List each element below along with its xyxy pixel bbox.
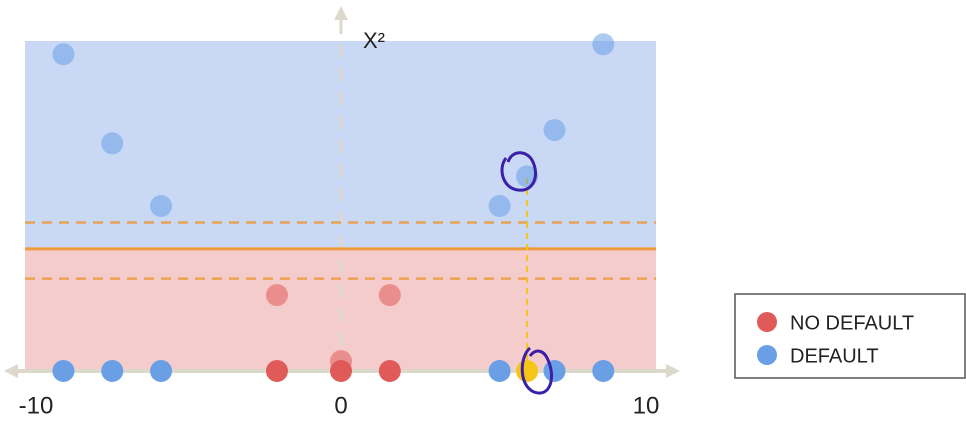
- point: [543, 360, 566, 382]
- point: [52, 360, 75, 382]
- annotation-circle: [520, 346, 553, 395]
- x-tick-label: 0: [334, 392, 347, 419]
- point: [330, 350, 352, 373]
- point: [378, 284, 401, 307]
- x-tick-label: -10: [19, 392, 54, 419]
- point: [265, 284, 288, 307]
- point: [101, 132, 124, 155]
- legend-label: NO DEFAULT: [790, 312, 914, 334]
- x-arrow-right: [666, 364, 680, 378]
- point: [265, 360, 288, 382]
- point: [592, 360, 615, 382]
- point: [150, 360, 173, 382]
- point: [378, 360, 401, 382]
- axis-label: X²: [363, 28, 385, 53]
- annotation-circle: [500, 151, 537, 192]
- x-arrow-left: [4, 364, 18, 378]
- point: [52, 43, 75, 66]
- point: [488, 195, 511, 217]
- point: [592, 33, 615, 56]
- point: [150, 195, 173, 217]
- x-tick-label: 10: [633, 392, 660, 419]
- y-arrow: [334, 6, 348, 20]
- legend-marker: [757, 312, 777, 332]
- point: [488, 360, 511, 382]
- point: [543, 119, 566, 142]
- legend-label: DEFAULT: [790, 345, 879, 367]
- highlight-point: [516, 360, 539, 382]
- legend-box: [734, 293, 966, 379]
- legend-marker: [757, 345, 777, 365]
- point: [101, 360, 124, 382]
